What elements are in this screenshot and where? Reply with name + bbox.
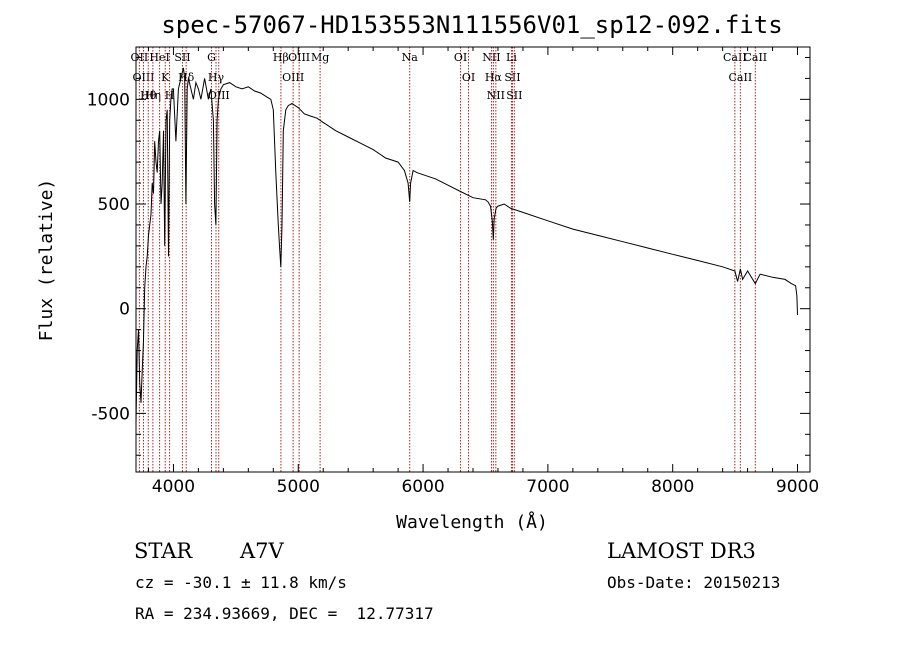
spectral-line-label: NII	[487, 89, 505, 102]
object-class: STAR	[134, 539, 193, 563]
spectral-line-label: Hα	[485, 71, 503, 84]
spectral-line-label: G	[207, 51, 216, 64]
spectral-line-label: SII	[174, 51, 190, 64]
spectral-line-label: OIII	[208, 89, 230, 102]
x-tick-label: 7000	[526, 477, 569, 497]
spectral-line-label: Hη	[145, 89, 161, 102]
obs-date: Obs-Date: 20150213	[607, 573, 781, 592]
spectral-line-label: OIII	[288, 51, 310, 64]
y-tick-label: -500	[91, 404, 130, 424]
spectral-line-label: SII	[504, 71, 520, 84]
spectral-line-label: K	[161, 71, 170, 84]
spectral-line-label: Hδ	[178, 71, 195, 84]
y-tick-label: 1000	[87, 90, 130, 110]
spectral-line-label: NII	[482, 51, 500, 64]
coordinates: RA = 234.93669, DEC = 12.77317	[135, 604, 434, 623]
spectral-line-label: OI	[454, 51, 467, 64]
x-tick-label: 9000	[776, 477, 819, 497]
x-axis-label: Wavelength (Å)	[396, 511, 548, 533]
spectral-line-label: HeI	[149, 51, 169, 64]
spectral-line-label: OI	[462, 71, 475, 84]
redshift-cz: cz = -30.1 ± 11.8 km/s	[135, 573, 347, 592]
spectral-line-label: Mg	[311, 51, 329, 64]
y-tick-label: 0	[119, 300, 130, 320]
spectral-line-label: Na	[402, 51, 419, 64]
spectral-line-label: OIII	[282, 71, 304, 84]
spectrum-line	[135, 67, 798, 424]
spectral-line-label: CaII	[743, 51, 767, 64]
spectral-line-label: H	[165, 89, 175, 102]
y-tick-label: 500	[98, 195, 130, 215]
chart-title: spec-57067-HD153553N111556V01_sp12-092.f…	[161, 11, 782, 39]
spectral-line-label: SII	[506, 89, 522, 102]
x-tick-label: 8000	[651, 477, 694, 497]
survey-name: LAMOST DR3	[607, 539, 756, 563]
spectral-line-label: Hβ	[273, 51, 289, 64]
x-tick-label: 6000	[401, 477, 444, 497]
y-axis-label: Flux (relative)	[36, 179, 57, 342]
x-tick-label: 4000	[152, 477, 195, 497]
spectral-line-label: CaII	[729, 71, 753, 84]
object-subclass: A7V	[240, 539, 284, 563]
spectral-line-label: Li	[506, 51, 517, 64]
plot-frame	[135, 46, 811, 473]
axis-ticks: 4000 5000 6000 7000 8000 9000 -500 0 500 1000	[87, 47, 819, 497]
spectral-line-label: OIII	[132, 71, 154, 84]
x-tick-label: 5000	[277, 477, 320, 497]
spectral-line-label: Hγ	[208, 71, 225, 84]
